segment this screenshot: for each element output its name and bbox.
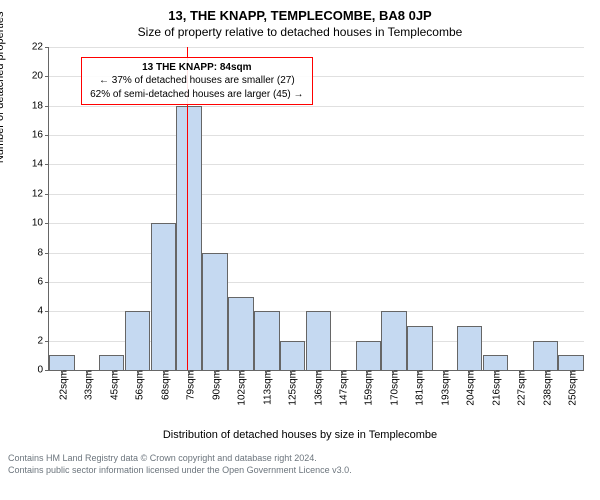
x-tick-label: 250sqm	[564, 370, 579, 406]
x-tick-mark	[189, 370, 190, 374]
bar	[49, 355, 74, 370]
x-tick-mark	[62, 370, 63, 374]
bar	[176, 106, 201, 370]
y-tick-mark	[45, 370, 49, 371]
x-tick-mark	[342, 370, 343, 374]
bar	[306, 311, 331, 370]
x-tick-mark	[215, 370, 216, 374]
x-tick-mark	[367, 370, 368, 374]
x-tick-mark	[495, 370, 496, 374]
x-tick-label: 238sqm	[538, 370, 553, 406]
chart-title: 13, THE KNAPP, TEMPLECOMBE, BA8 0JP	[8, 8, 592, 23]
footer-line-1: Contains HM Land Registry data © Crown c…	[8, 453, 592, 465]
bar	[381, 311, 406, 370]
x-tick-mark	[393, 370, 394, 374]
x-tick-mark	[418, 370, 419, 374]
annotation-line-2: 62% of semi-detached houses are larger (…	[90, 88, 303, 102]
x-tick-mark	[138, 370, 139, 374]
bar	[533, 341, 558, 370]
x-tick-label: 181sqm	[411, 370, 426, 406]
x-tick-label: 204sqm	[462, 370, 477, 406]
x-tick-label: 90sqm	[207, 370, 222, 400]
bar	[407, 326, 432, 370]
x-tick-mark	[469, 370, 470, 374]
x-tick-label: 170sqm	[385, 370, 400, 406]
x-tick-mark	[113, 370, 114, 374]
bar	[558, 355, 583, 370]
x-tick-label: 68sqm	[156, 370, 171, 400]
bar	[280, 341, 305, 370]
chart-subtitle: Size of property relative to detached ho…	[8, 25, 592, 39]
x-tick-label: 33sqm	[80, 370, 95, 400]
y-axis-label: Number of detached properties	[0, 12, 6, 164]
bar	[125, 311, 150, 370]
x-tick-label: 193sqm	[436, 370, 451, 406]
x-tick-label: 22sqm	[54, 370, 69, 400]
annotation-line-1: ← 37% of detached houses are smaller (27…	[90, 74, 303, 88]
annotation-box: 13 THE KNAPP: 84sqm← 37% of detached hou…	[81, 57, 312, 106]
chart-root: 13, THE KNAPP, TEMPLECOMBE, BA8 0JP Size…	[8, 8, 592, 476]
x-tick-label: 113sqm	[258, 370, 273, 405]
x-tick-mark	[240, 370, 241, 374]
x-tick-mark	[87, 370, 88, 374]
bar	[254, 311, 279, 370]
x-tick-label: 102sqm	[233, 370, 248, 406]
plot-area: 024681012141618202222sqm33sqm45sqm56sqm6…	[48, 47, 584, 371]
x-tick-mark	[164, 370, 165, 374]
x-tick-mark	[571, 370, 572, 374]
x-tick-label: 136sqm	[309, 370, 324, 406]
bar	[457, 326, 482, 370]
x-tick-mark	[266, 370, 267, 374]
bar	[202, 253, 227, 370]
x-tick-label: 79sqm	[182, 370, 197, 400]
chart-container: Number of detached properties 0246810121…	[8, 43, 592, 423]
bar	[151, 223, 176, 370]
x-tick-mark	[444, 370, 445, 374]
x-tick-label: 56sqm	[131, 370, 146, 400]
x-tick-label: 227sqm	[513, 370, 528, 406]
bar	[356, 341, 381, 370]
x-tick-label: 125sqm	[284, 370, 299, 406]
x-tick-label: 45sqm	[105, 370, 120, 400]
bar	[228, 297, 253, 370]
x-axis-label: Distribution of detached houses by size …	[8, 429, 592, 441]
annotation-title: 13 THE KNAPP: 84sqm	[90, 61, 303, 75]
footer-line-2: Contains public sector information licen…	[8, 465, 592, 477]
x-tick-label: 147sqm	[334, 370, 349, 406]
bar	[483, 355, 508, 370]
x-tick-mark	[317, 370, 318, 374]
x-tick-mark	[520, 370, 521, 374]
x-tick-label: 216sqm	[487, 370, 502, 406]
x-tick-mark	[291, 370, 292, 374]
footer: Contains HM Land Registry data © Crown c…	[8, 453, 592, 476]
x-tick-label: 159sqm	[360, 370, 375, 406]
bar	[99, 355, 124, 370]
x-tick-mark	[546, 370, 547, 374]
